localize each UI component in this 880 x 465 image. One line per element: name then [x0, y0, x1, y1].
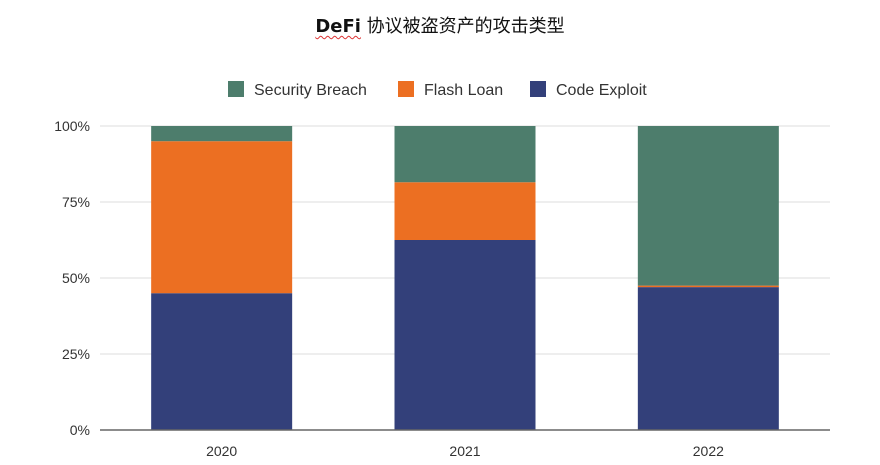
bar-segment — [151, 126, 293, 142]
legend: Security Breach Flash Loan Code Exploit — [228, 81, 647, 99]
y-tick-label: 25% — [62, 346, 90, 362]
y-tick-label: 100% — [54, 118, 90, 134]
bar-segment — [394, 240, 536, 430]
x-tick-label: 2022 — [693, 443, 724, 459]
bar-layer — [151, 126, 779, 430]
bar-segment — [637, 285, 779, 288]
bar-segment — [151, 293, 293, 430]
x-tick-label: 2021 — [449, 443, 480, 459]
chart-title-rest: 协议被盗资产的攻击类型 — [360, 16, 565, 37]
legend-swatch — [398, 81, 414, 97]
bar-segment — [637, 287, 779, 430]
axis-layer: 0% 25% 50% 75% 100% 2020 2021 2022 — [54, 118, 830, 459]
legend-label: Flash Loan — [424, 82, 503, 99]
legend-label: Code Exploit — [556, 82, 647, 99]
bar-segment — [151, 141, 293, 294]
x-tick-label: 2020 — [206, 443, 237, 459]
y-tick-label: 75% — [62, 194, 90, 210]
chart-title-bold: DeFi — [315, 16, 361, 37]
bar-segment — [637, 126, 779, 286]
legend-label: Security Breach — [254, 82, 367, 99]
legend-swatch — [530, 81, 546, 97]
bar-segment — [394, 126, 536, 183]
chart-title: DeFi 协议被盗资产的攻击类型 — [0, 12, 880, 38]
legend-swatch — [228, 81, 244, 97]
bar-segment — [394, 182, 536, 240]
y-tick-label: 50% — [62, 270, 90, 286]
y-tick-label: 0% — [70, 422, 90, 438]
